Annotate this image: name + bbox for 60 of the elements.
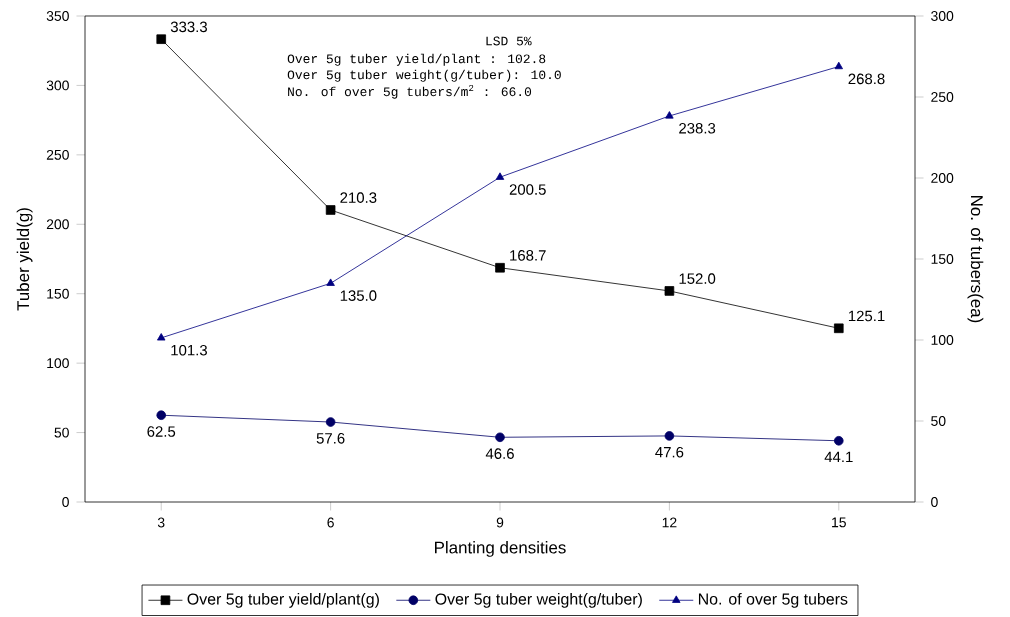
data-label: 238.3	[679, 122, 716, 134]
x-tick-label: 6	[327, 517, 334, 528]
y2-tick-label: 300	[931, 11, 954, 21]
legend-label: Over 5g tuber yield/plant(g)	[187, 592, 379, 608]
y2-tick-label: 50	[931, 416, 946, 426]
data-label: 168.7	[510, 250, 546, 261]
point	[495, 432, 505, 443]
y2-tick-label: 150	[931, 254, 954, 264]
y2-axis-title: No. of tubers(ea)	[967, 196, 984, 323]
y-tick-label: 50	[54, 427, 69, 438]
y-tick-label: 200	[46, 219, 69, 230]
data-label: 152.0	[679, 273, 716, 284]
point	[495, 172, 505, 180]
y-tick-label: 250	[46, 149, 69, 160]
x-tick-label: 3	[157, 517, 165, 528]
point	[665, 111, 674, 119]
legend-label: No. of over 5g tubers	[698, 592, 848, 608]
y-tick-label: 100	[47, 358, 69, 369]
y-tick-label: 0	[62, 497, 69, 507]
y-axis-title: Tuber yield(g)	[16, 208, 33, 311]
y2-tick-label: 0	[931, 497, 938, 507]
text: No. of over 5g tubers/m$^{2}$ : 66.0	[288, 84, 532, 99]
point	[325, 205, 336, 215]
y-tick-label: 350	[46, 11, 69, 21]
data-label: 200.5	[509, 184, 546, 195]
point	[156, 410, 167, 420]
y-tick-label: 150	[47, 288, 69, 299]
y-tick-label: 300	[46, 80, 69, 91]
point	[326, 278, 335, 286]
data-label: 101.3	[171, 344, 207, 356]
data-label: 268.8	[848, 73, 885, 85]
point	[664, 286, 675, 296]
point	[156, 34, 167, 44]
annotation: LSD 5%	[486, 36, 532, 46]
x-tick-label: 12	[662, 517, 677, 528]
point	[157, 333, 166, 341]
y2-tick-label: 200	[931, 173, 954, 183]
x-axis-title: Planting densities	[435, 541, 566, 557]
data-label: 44.1	[824, 451, 853, 463]
y2-tick-label: 100	[931, 335, 954, 345]
y2-tick-label: 250	[931, 92, 954, 102]
point	[834, 323, 844, 334]
data-label: 135.0	[340, 290, 377, 301]
data-label: 210.3	[340, 192, 377, 203]
data-label: 46.6	[485, 448, 514, 459]
x-tick-label: 9	[496, 517, 504, 528]
point	[325, 417, 336, 427]
data-label: 333.3	[170, 21, 207, 33]
point	[664, 431, 675, 441]
point	[834, 61, 843, 70]
data-label: 57.6	[316, 433, 345, 444]
point	[834, 435, 844, 446]
annotation: Over 5g tuber yield/plant : 102.8	[287, 53, 546, 66]
data-label: 62.5	[147, 426, 176, 437]
data-label: 125.1	[848, 310, 885, 322]
x-tick-label: 15	[832, 517, 846, 528]
legend-label: Over 5g tuber weight(g/tuber)	[435, 592, 642, 608]
data-label: 47.6	[655, 446, 684, 458]
point	[495, 262, 505, 273]
annotation: Over 5g tuber weight(g/tuber): 10.0	[287, 69, 561, 82]
